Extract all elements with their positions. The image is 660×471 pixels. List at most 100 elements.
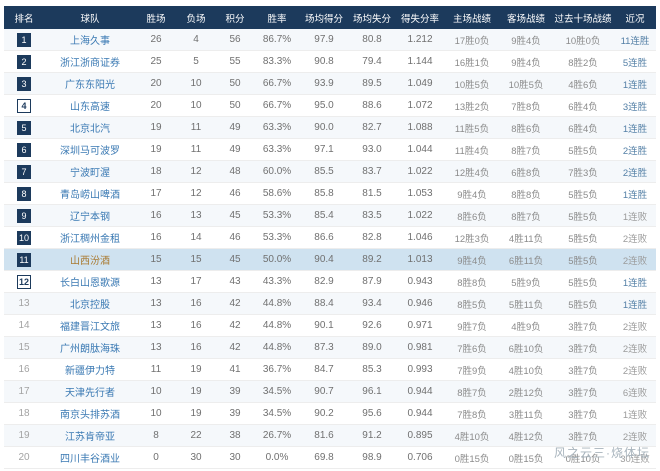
cell-ratio: 0.706: [396, 446, 444, 469]
cell-wins: 20: [136, 72, 176, 95]
table-row: 3 广东东阳光 20 10 50 66.7% 93.9 89.5 1.049 10胜5负 10胜5负…: [4, 72, 656, 95]
team-link[interactable]: 深圳马可波罗: [60, 146, 120, 157]
cell-win_rate: 36.7%: [254, 358, 300, 381]
cell-team: 江苏肯帝亚: [44, 424, 136, 447]
cell-last10: 3胜7负: [552, 314, 614, 337]
team-link[interactable]: 北京控股: [70, 300, 110, 311]
cell-recent-streak: 1连败: [614, 402, 656, 425]
cell-home: 7胜9负: [444, 358, 500, 381]
cell-rank: 16: [4, 358, 44, 381]
cell-win_rate: 26.7%: [254, 424, 300, 447]
cell-avg_against: 96.1: [348, 380, 396, 403]
cell-win_rate: 53.3%: [254, 204, 300, 227]
cell-win_rate: 86.7%: [254, 29, 300, 51]
cell-recent-streak: 2连胜: [614, 160, 656, 183]
cell-away: 6胜10负: [500, 336, 552, 359]
cell-points: 45: [216, 204, 254, 227]
team-link[interactable]: 天津先行者: [65, 388, 115, 399]
cell-recent-streak: 1连败: [614, 204, 656, 227]
cell-ratio: 0.895: [396, 424, 444, 447]
cell-rank: 5: [4, 116, 44, 139]
cell-avg_against: 89.5: [348, 72, 396, 95]
cell-last10: 5胜5负: [552, 292, 614, 315]
cell-home: 8胜6负: [444, 204, 500, 227]
cell-last10: 3胜7负: [552, 358, 614, 381]
cell-ratio: 1.022: [396, 204, 444, 227]
cell-avg_against: 79.4: [348, 50, 396, 73]
cell-wins: 13: [136, 336, 176, 359]
cell-points: 38: [216, 424, 254, 447]
cell-away: 4胜12负: [500, 424, 552, 447]
team-link[interactable]: 山西汾酒: [70, 256, 110, 267]
cell-team: 广州朗肽海珠: [44, 336, 136, 359]
table-row: 16 新疆伊力特 11 19 41 36.7% 84.7 85.3 0.993 7胜9负 4胜10负…: [4, 358, 656, 381]
rank-badge: 11: [17, 252, 31, 267]
rank-badge: 3: [17, 76, 31, 91]
table-row: 14 福建晋江文旅 13 16 42 44.8% 90.1 92.6 0.971 9胜7负 4胜9负…: [4, 314, 656, 337]
cell-recent-streak: 1连胜: [614, 292, 656, 315]
cell-win_rate: 66.7%: [254, 94, 300, 117]
table-row: 7 宁波町渥 18 12 48 60.0% 85.5 83.7 1.022 12胜4负 6胜8负 7胜…: [4, 160, 656, 183]
cell-wins: 11: [136, 358, 176, 381]
cell-points: 45: [216, 248, 254, 271]
cell-home: 12胜4负: [444, 160, 500, 183]
cell-win_rate: 53.3%: [254, 226, 300, 249]
cell-recent-streak: 2连败: [614, 424, 656, 447]
rank-badge: 2: [17, 54, 31, 69]
team-link[interactable]: 广东东阳光: [65, 80, 115, 91]
cell-away: 9胜4负: [500, 50, 552, 73]
cell-points: 50: [216, 72, 254, 95]
team-link[interactable]: 辽宁本钢: [70, 212, 110, 223]
team-link[interactable]: 青岛崂山啤酒: [60, 190, 120, 201]
cell-losses: 10: [176, 94, 216, 117]
col-header-avg_for: 场均得分: [300, 6, 348, 29]
cell-team: 广东东阳光: [44, 72, 136, 95]
cell-away: 6胜11负: [500, 248, 552, 271]
cell-last10: 4胜6负: [552, 72, 614, 95]
table-row: 10 浙江稠州金租 16 14 46 53.3% 86.6 82.8 1.046 12胜3负 4胜1…: [4, 226, 656, 249]
team-link[interactable]: 上海久事: [70, 36, 110, 47]
col-header-wins: 胜场: [136, 6, 176, 29]
team-link[interactable]: 福建晋江文旅: [60, 322, 120, 333]
team-link[interactable]: 北京北汽: [70, 124, 110, 135]
team-link[interactable]: 广州朗肽海珠: [60, 344, 120, 355]
cell-home: 8胜8负: [444, 270, 500, 293]
team-link[interactable]: 浙江浙商证券: [60, 58, 120, 69]
cell-recent-streak: 2连败: [614, 248, 656, 271]
cell-away: 4胜11负: [500, 226, 552, 249]
team-link[interactable]: 浙江稠州金租: [60, 234, 120, 245]
cell-ratio: 1.022: [396, 160, 444, 183]
cell-ratio: 1.049: [396, 72, 444, 95]
table-row: 12 长白山恩歌源 13 17 43 43.3% 82.9 87.9 0.943 8胜8负 5胜9负…: [4, 270, 656, 293]
team-link[interactable]: 长白山恩歌源: [60, 278, 120, 289]
cell-win_rate: 34.5%: [254, 402, 300, 425]
cell-last10: 8胜2负: [552, 50, 614, 73]
cell-avg_against: 82.8: [348, 226, 396, 249]
cell-team: 长白山恩歌源: [44, 270, 136, 293]
cell-ratio: 1.144: [396, 50, 444, 73]
cell-wins: 16: [136, 204, 176, 227]
cell-avg_against: 89.2: [348, 248, 396, 271]
col-header-win_rate: 胜率: [254, 6, 300, 29]
cell-team: 北京北汽: [44, 116, 136, 139]
cell-team: 青岛崂山啤酒: [44, 182, 136, 205]
cell-win_rate: 44.8%: [254, 336, 300, 359]
team-link[interactable]: 宁波町渥: [70, 168, 110, 179]
cell-losses: 16: [176, 314, 216, 337]
cell-points: 42: [216, 314, 254, 337]
cell-avg_for: 90.7: [300, 380, 348, 403]
team-link[interactable]: 山东高速: [70, 102, 110, 113]
cell-wins: 16: [136, 226, 176, 249]
cell-avg_for: 90.4: [300, 248, 348, 271]
team-link[interactable]: 江苏肯帝亚: [65, 432, 115, 443]
team-link[interactable]: 新疆伊力特: [65, 366, 115, 377]
team-link[interactable]: 四川丰谷酒业: [60, 454, 120, 465]
cell-ratio: 1.044: [396, 138, 444, 161]
team-link[interactable]: 南京头排苏酒: [60, 410, 120, 421]
cell-losses: 16: [176, 336, 216, 359]
col-header-points: 积分: [216, 6, 254, 29]
col-header-team: 球队: [44, 6, 136, 29]
cell-points: 49: [216, 116, 254, 139]
cell-away: 4胜10负: [500, 358, 552, 381]
cell-recent-streak: 1连胜: [614, 72, 656, 95]
